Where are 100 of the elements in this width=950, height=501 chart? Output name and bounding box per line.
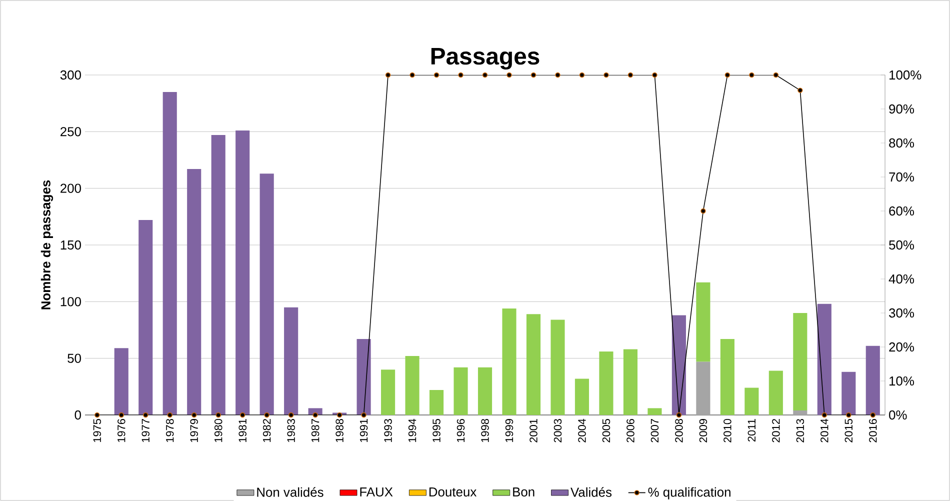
x-tick-label: 2011 <box>748 419 756 442</box>
x-tick-label: 2008 <box>675 418 683 442</box>
point <box>724 72 730 78</box>
point <box>240 412 246 418</box>
point <box>385 72 391 78</box>
legend-label: Non validés <box>257 487 324 497</box>
legend-label: % qualification <box>648 487 730 500</box>
point <box>94 412 100 418</box>
bar <box>478 367 492 415</box>
bar <box>817 304 832 415</box>
y2-tick-label: 50% <box>889 240 914 250</box>
y-axis-title: Nombre de passages <box>40 180 54 310</box>
point <box>822 412 827 418</box>
bar <box>138 220 153 415</box>
legend-label: Douteux <box>429 487 477 497</box>
bar <box>405 356 420 415</box>
x-tick-label: 1983 <box>287 418 295 442</box>
y-tick-label: 50 <box>68 354 81 363</box>
x-tick-label: 2001 <box>530 419 538 442</box>
point <box>264 412 270 418</box>
bar <box>720 339 734 415</box>
chart-title: Passages <box>431 48 540 70</box>
x-tick-label: 2004 <box>578 418 586 442</box>
bar <box>429 390 444 415</box>
point <box>216 412 221 418</box>
bar <box>114 348 128 415</box>
bar <box>260 174 274 415</box>
point <box>773 72 779 78</box>
point <box>579 72 585 78</box>
point <box>312 412 318 418</box>
bar <box>356 339 371 415</box>
bar <box>696 282 710 362</box>
y2-tick-label: 30% <box>889 308 914 318</box>
x-tick-label: 2014 <box>820 418 828 442</box>
bar <box>793 312 808 410</box>
y2-tick-label: 40% <box>888 274 914 284</box>
y-tick-label: 300 <box>60 70 81 80</box>
point <box>361 412 366 418</box>
point <box>118 412 124 418</box>
bar <box>672 315 686 415</box>
x-tick-label: 2007 <box>650 419 659 442</box>
x-tick-label: 2006 <box>626 418 634 442</box>
x-tick-label: 1988 <box>336 418 344 442</box>
x-tick-label: 2016 <box>869 418 877 442</box>
point <box>870 412 876 418</box>
point <box>410 72 415 78</box>
x-tick-label: 1996 <box>456 418 465 442</box>
point <box>604 72 609 78</box>
bar <box>162 92 177 415</box>
x-tick-label: 2003 <box>554 418 562 442</box>
bar <box>211 135 226 415</box>
point <box>798 88 803 93</box>
y2-tick-label: 20% <box>889 342 914 352</box>
x-tick-label: 1995 <box>432 418 440 442</box>
point <box>846 412 852 418</box>
bar <box>454 367 468 415</box>
y-tick-label: 0 <box>74 410 81 420</box>
y2-tick-label: 10% <box>890 376 914 386</box>
x-tick-label: 2012 <box>772 419 780 442</box>
y-tick-label: 150 <box>60 240 81 250</box>
bar <box>574 378 590 415</box>
x-tick-label: 1978 <box>166 418 174 442</box>
point <box>555 72 560 78</box>
point <box>700 208 706 214</box>
bar <box>502 308 516 415</box>
x-tick-label: 1982 <box>262 419 271 442</box>
x-tick-label: 1976 <box>118 418 126 442</box>
point <box>167 412 172 418</box>
bar <box>550 320 565 415</box>
legend-label: FAUX <box>360 487 393 497</box>
x-tick-label: 1975 <box>93 418 102 442</box>
x-tick-label: 2010 <box>724 418 732 442</box>
bar <box>866 346 880 415</box>
legend-label: Bon <box>513 487 534 497</box>
legend-label: Validés <box>570 487 612 497</box>
x-tick-label: 1993 <box>384 418 392 442</box>
point <box>143 412 148 418</box>
y2-tick-label: 60% <box>889 206 914 216</box>
point <box>652 72 658 78</box>
point <box>506 72 512 78</box>
point <box>749 72 754 78</box>
bar <box>744 388 759 415</box>
x-tick-label: 2015 <box>844 418 853 442</box>
bar <box>842 372 856 415</box>
point <box>482 72 488 78</box>
x-tick-label: 1999 <box>505 419 514 442</box>
bar <box>696 362 710 415</box>
point <box>628 72 634 78</box>
y-tick-label: 200 <box>60 184 81 193</box>
y2-tick-label: 100% <box>890 70 922 80</box>
bar <box>381 370 396 415</box>
x-tick-label: 2009 <box>699 419 708 442</box>
point <box>458 72 464 78</box>
bar <box>768 370 783 415</box>
x-tick-label: 2013 <box>796 418 804 442</box>
y2-tick-label: 70% <box>889 172 914 182</box>
x-tick-label: 2005 <box>602 418 610 442</box>
bar <box>526 314 541 415</box>
bar <box>623 349 638 415</box>
x-tick-label: 1987 <box>311 419 320 442</box>
